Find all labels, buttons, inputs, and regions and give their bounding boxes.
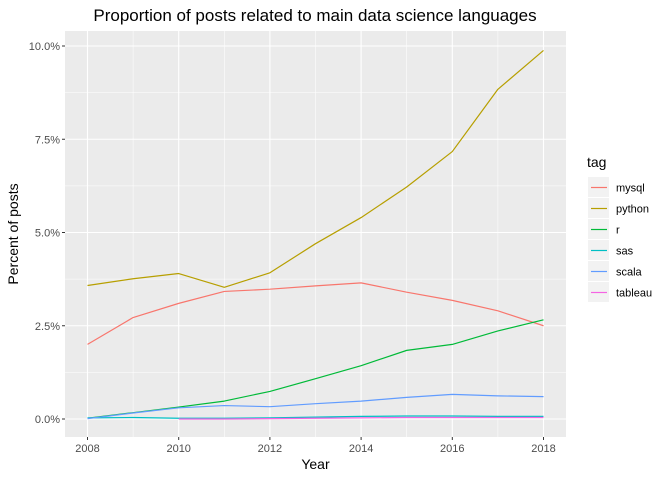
legend-label-scala: scala [616,267,643,279]
legend-title: tag [587,154,606,170]
y-tick-label: 7.5% [35,134,60,146]
x-axis: 2008 2010 2012 2014 2016 2018 [75,437,556,455]
x-tick-label: 2014 [349,443,373,455]
series-line-r [87,319,544,419]
y-tick-label: 2.5% [35,321,60,333]
legend-label-tableau: tableau [616,288,652,300]
gridlines [65,31,566,437]
y-axis: 0.0% 2.5% 5.0% 7.5% 10.0% [29,41,65,426]
series-line-sas [87,415,544,419]
x-tick-label: 2016 [440,443,464,455]
legend-label-sas: sas [616,246,634,258]
x-axis-title: Year [301,456,330,472]
x-tick-label: 2008 [75,443,99,455]
x-tick-label: 2010 [166,443,190,455]
x-tick-label: 2018 [531,443,555,455]
series-lines [87,50,544,420]
series-line-tableau [178,416,544,420]
chart-title: Proportion of posts related to main data… [93,6,536,25]
y-tick-label: 5.0% [35,228,60,240]
legend-label-python: python [616,204,649,216]
series-line-scala [87,393,544,420]
y-tick-label: 10.0% [29,41,60,53]
legend: tag mysql python r sas scala tableau [587,154,652,302]
y-tick-label: 0.0% [35,414,60,426]
series-line-mysql [87,282,544,345]
legend-label-r: r [616,225,620,237]
y-axis-title: Percent of posts [5,183,21,284]
series-line-python [87,50,544,288]
x-tick-label: 2012 [258,443,282,455]
legend-label-mysql: mysql [616,183,645,195]
